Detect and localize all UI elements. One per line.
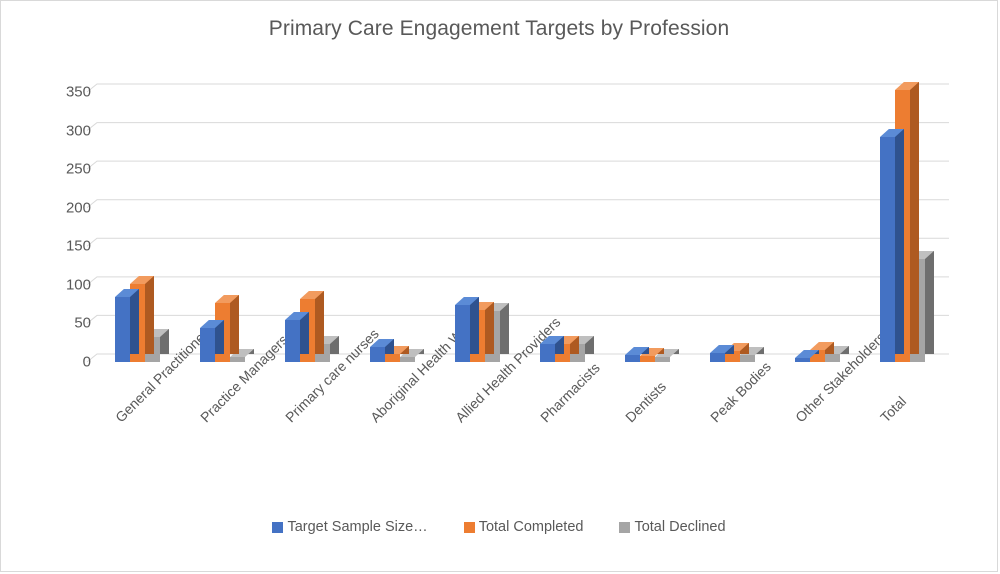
- bar-top-face: [709, 344, 734, 353]
- bar[interactable]: [824, 345, 849, 362]
- bar-top-face: [894, 82, 919, 91]
- bar-top-face: [299, 290, 324, 299]
- bar-side-face: [584, 336, 594, 354]
- bar-top-face: [114, 289, 139, 298]
- bar[interactable]: [199, 320, 224, 362]
- bar-side-face: [569, 336, 579, 354]
- bar-front-face: [199, 328, 215, 362]
- bar-side-face: [229, 294, 239, 354]
- bar-side-face: [314, 290, 324, 354]
- y-axis-tick-label: 150: [65, 237, 91, 255]
- bar-front-face: [539, 343, 555, 362]
- legend-swatch-icon: [463, 521, 475, 533]
- bar-top-face: [199, 320, 224, 329]
- y-axis-tick-label: 300: [65, 122, 91, 140]
- bar-front-face: [709, 352, 725, 362]
- bar-side-face: [129, 289, 139, 354]
- bar-top-face: [214, 294, 239, 303]
- bar-top-face: [129, 276, 154, 285]
- bar[interactable]: [879, 128, 904, 362]
- bar-front-face: [454, 304, 470, 362]
- y-axis-tick-label: 350: [65, 83, 91, 101]
- bar-front-face: [384, 353, 400, 362]
- bar[interactable]: [624, 347, 649, 362]
- bar-side-face: [924, 251, 934, 354]
- bar[interactable]: [454, 296, 479, 362]
- bar-front-face: [369, 347, 385, 362]
- bar-top-face: [369, 339, 394, 348]
- legend-label: Total Declined: [634, 519, 726, 535]
- y-axis-tick-label: 100: [65, 276, 91, 294]
- y-axis-tick-label: 250: [65, 160, 91, 178]
- bar-side-face: [499, 303, 509, 354]
- bar-front-face: [399, 356, 415, 362]
- bar-side-face: [214, 320, 224, 354]
- bar-top-face: [284, 311, 309, 320]
- bar[interactable]: [114, 289, 139, 362]
- bar-side-face: [159, 328, 169, 354]
- bar-top-face: [454, 296, 479, 305]
- bar-top-face: [539, 335, 564, 344]
- bar-front-face: [824, 353, 840, 362]
- legend-swatch-icon: [619, 521, 631, 533]
- bar-side-face: [484, 301, 494, 354]
- y-axis-tick-label: 0: [82, 353, 91, 371]
- bar-front-face: [794, 358, 810, 362]
- bar-front-face: [739, 355, 755, 362]
- legend-item[interactable]: Total Declined: [619, 519, 726, 535]
- bar-side-face: [469, 296, 479, 354]
- bar[interactable]: [794, 350, 819, 362]
- bar-side-face: [554, 335, 564, 354]
- bar-front-face: [229, 356, 245, 362]
- bar-front-face: [624, 355, 640, 362]
- bar[interactable]: [229, 348, 254, 362]
- bar[interactable]: [539, 335, 564, 362]
- bar-top-face: [624, 347, 649, 356]
- bar-side-face: [299, 311, 309, 354]
- bar[interactable]: [399, 348, 424, 362]
- bar[interactable]: [384, 345, 409, 362]
- y-axis-tick-label: 50: [74, 314, 91, 332]
- chart-legend: Target Sample Size… Total Completed Total …: [1, 519, 997, 535]
- chart-title: Primary Care Engagement Targets by Profe…: [268, 17, 730, 40]
- y-axis: 0 50 100 150 200 250 300 350: [41, 1, 91, 573]
- bar[interactable]: [654, 348, 679, 362]
- bar-top-face: [879, 128, 904, 137]
- legend-label: Target Sample Size…: [287, 519, 428, 535]
- legend-swatch-icon: [272, 521, 284, 533]
- bar-front-face: [284, 319, 300, 362]
- y-axis-tick-label: 200: [65, 199, 91, 217]
- bar-side-face: [909, 82, 919, 354]
- bar-side-face: [329, 335, 339, 354]
- bar-front-face: [639, 355, 655, 362]
- bar[interactable]: [739, 347, 764, 362]
- bar-top-face: [794, 350, 819, 359]
- bar-top-face: [809, 341, 834, 350]
- bar-front-face: [654, 356, 670, 362]
- bar[interactable]: [369, 339, 394, 362]
- bar-front-face: [879, 136, 895, 362]
- legend-item[interactable]: Target Sample Size…: [272, 519, 428, 535]
- bar[interactable]: [639, 347, 664, 362]
- bar-front-face: [114, 297, 130, 362]
- bar-side-face: [894, 128, 904, 354]
- bar[interactable]: [284, 311, 309, 362]
- legend-item[interactable]: Total Completed: [463, 519, 584, 535]
- bar-side-face: [144, 276, 154, 354]
- legend-label: Total Completed: [478, 519, 584, 535]
- bar[interactable]: [709, 344, 734, 362]
